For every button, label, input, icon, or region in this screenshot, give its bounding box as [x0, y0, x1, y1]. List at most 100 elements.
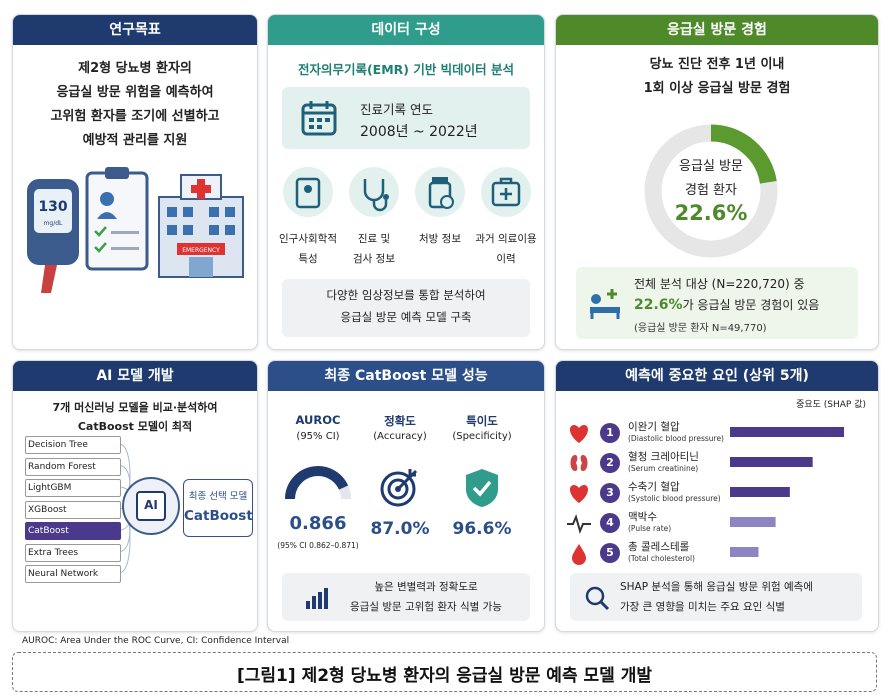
- caption-box: [그림1] 제2형 당뇨병 환자의 응급실 방문 예측 모델 개발: [12, 652, 877, 692]
- metric-sub: (Accuracy): [373, 431, 427, 442]
- emergency-text: EMERGENCY: [182, 247, 220, 254]
- data-note: 응급실 방문 예측 모델 구축: [340, 310, 472, 324]
- model-item: Extra Trees: [25, 543, 121, 562]
- ai-text: 7개 머신러닝 모델을 비교·분석하여: [52, 401, 218, 414]
- data-item-label: 과거 의료이용: [475, 233, 537, 245]
- factors-note: 가장 큰 영향을 미치는 주요 요인 식별: [620, 601, 785, 613]
- panel-title: AI 모델 개발: [13, 361, 257, 391]
- icon-part: [567, 514, 591, 534]
- icon-part: [295, 177, 321, 209]
- icon-bg: [349, 167, 399, 217]
- factor-en: (Pulse rate): [628, 524, 672, 533]
- strip: [41, 265, 57, 293]
- final-label: 최종 선택 모델: [188, 491, 248, 502]
- patient-icon: [590, 289, 620, 319]
- illustration: 130 mg/dL EMERGENCY: [27, 167, 244, 293]
- icon-part: [324, 588, 328, 609]
- emergency-sign: [177, 243, 225, 255]
- icon-part: [225, 207, 235, 217]
- importance-bar: [730, 427, 844, 437]
- icon-part: [306, 588, 328, 609]
- panel-title: 연구목표: [13, 15, 257, 45]
- icon-part: [499, 177, 513, 200]
- icon-part: [306, 601, 310, 609]
- importance-bar: [730, 517, 776, 527]
- data-note: 다양한 임상정보를 통합 분석하여: [326, 288, 486, 302]
- icon-part: [309, 125, 314, 129]
- head: [591, 294, 601, 304]
- data-icon: [415, 167, 465, 217]
- ai-chip: [136, 491, 166, 521]
- model-item: XGBoost: [25, 500, 121, 519]
- period: 2008년 ~ 2022년: [360, 124, 478, 140]
- data-item-label: 이력: [496, 253, 516, 265]
- summary-total: 전체 분석 대상 (N=220,720) 중: [634, 277, 805, 291]
- data-item-label: 처방 정보: [419, 233, 461, 245]
- icon-part: [209, 207, 219, 217]
- model-item: Random Forest: [25, 457, 121, 476]
- panel-title: 최종 CatBoost 모델 성능: [268, 361, 544, 391]
- metric-sub: (95% CI): [296, 431, 340, 442]
- importance-bar: [730, 457, 813, 467]
- glucose: 130: [38, 199, 67, 215]
- icon-part: [599, 600, 610, 611]
- icon-part: [440, 195, 454, 209]
- icon-part: [363, 179, 388, 212]
- icon-part: [317, 125, 322, 129]
- factor-en: (Diastolic blood pressure): [628, 434, 724, 443]
- factor-name: 이완기 혈압: [628, 421, 680, 433]
- donut-label: 경험 환자: [685, 183, 737, 198]
- importance-bar: [730, 487, 790, 497]
- factor-en: (Total cholesterol): [628, 554, 695, 563]
- factor-name: 맥박수: [628, 511, 657, 523]
- panel-title: 데이터 구성: [268, 15, 544, 45]
- metric-name: 특이도: [466, 414, 498, 428]
- donut-label: 응급실 방문: [679, 159, 743, 174]
- rank-badge: 1: [600, 423, 620, 443]
- person-body: [97, 212, 117, 219]
- checks: [94, 226, 107, 253]
- icon-part: [325, 118, 330, 122]
- donut: [644, 124, 778, 258]
- icon-part: [209, 225, 219, 235]
- axis-label: 중요도 (SHAP 값): [796, 400, 866, 410]
- factors-note: SHAP 분석을 통해 응급실 방문 위험 예측에: [620, 581, 814, 593]
- data-icon: [349, 167, 399, 217]
- gauge: [285, 466, 351, 500]
- performance-note: 높은 변별력과 정확도로: [374, 581, 478, 593]
- legs: [590, 313, 620, 319]
- rank-badge: 2: [600, 453, 620, 473]
- factor-name: 총 콜레스테롤: [628, 541, 690, 553]
- icon-part: [585, 586, 605, 606]
- metric-value: 96.6%: [452, 519, 512, 539]
- er-visit-panel: 응급실 방문 경험 당뇨 진단 전후 1년 이내 1회 이상 응급실 방문 경험 응급…: [555, 14, 879, 350]
- cal-dots: [309, 118, 330, 129]
- factor-icon: [567, 514, 591, 534]
- data-item-label: 검사 정보: [353, 253, 395, 265]
- gauge-arc: [285, 466, 349, 500]
- icon-part: [304, 185, 312, 193]
- factor-name: 혈청 크레아티닌: [628, 451, 699, 463]
- metric-note: (95% CI 0.862–0.871): [277, 541, 359, 550]
- rank-badge: 4: [600, 513, 620, 533]
- cal: [301, 103, 337, 136]
- model-item: CatBoost: [25, 522, 121, 540]
- caption: [그림1] 제2형 당뇨병 환자의 응급실 방문 예측 모델 개발: [237, 666, 652, 686]
- model-item: LightGBM: [25, 479, 121, 497]
- footnote: AUROC: Area Under the ROC Curve, CI: Con…: [22, 636, 290, 646]
- icon-part: [432, 177, 448, 183]
- icon-part: [387, 478, 409, 500]
- cross: [191, 179, 211, 199]
- summary-rest: 가 응급실 방문 경험이 있음: [682, 298, 820, 312]
- factor-name: 수축기 혈압: [628, 481, 680, 493]
- icon-part: [167, 225, 177, 235]
- icon-part: [183, 207, 193, 217]
- factors-panel: 예측에 중요한 요인 (상위 5개) 중요도 (SHAP 값) 1 이완기 혈압 (Di…: [555, 360, 879, 632]
- search-icon: [585, 586, 610, 611]
- final-model: CatBoost: [184, 508, 253, 524]
- icon-part: [396, 469, 418, 491]
- panel-title: 예측에 중요한 요인 (상위 5개): [556, 361, 878, 391]
